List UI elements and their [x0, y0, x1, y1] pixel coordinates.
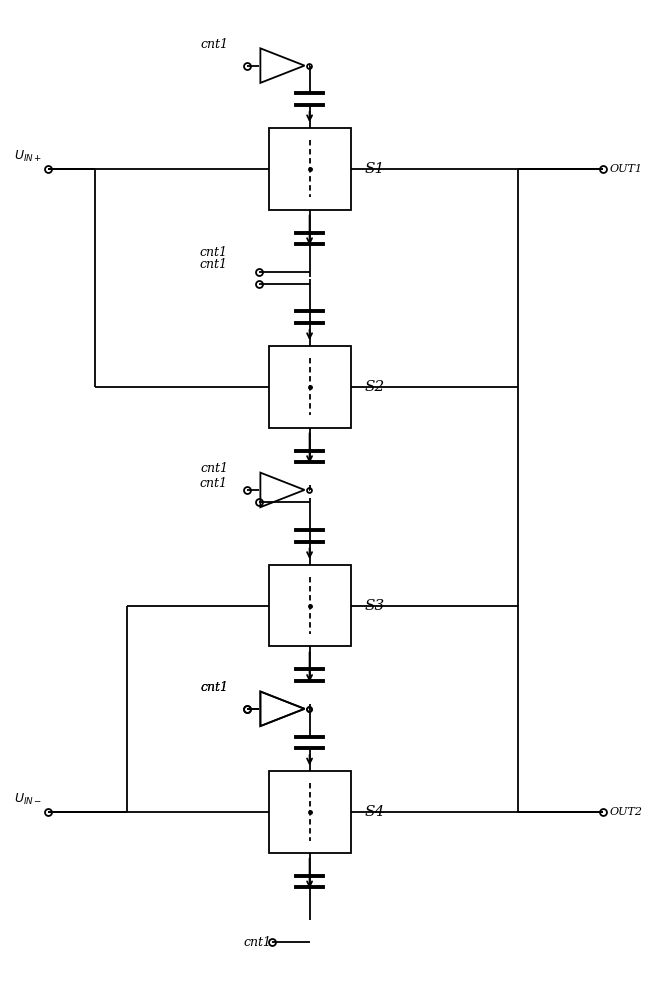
- Text: OUT1: OUT1: [609, 164, 642, 174]
- Text: S1: S1: [365, 162, 385, 176]
- Text: cnt1: cnt1: [200, 462, 229, 475]
- Text: cnt1: cnt1: [200, 681, 229, 694]
- Text: S2: S2: [365, 380, 385, 394]
- Text: OUT2: OUT2: [609, 807, 642, 817]
- Text: cnt1: cnt1: [199, 477, 227, 490]
- Text: cnt1: cnt1: [199, 258, 227, 271]
- Text: cnt1: cnt1: [243, 936, 271, 949]
- Text: cnt1: cnt1: [200, 681, 229, 694]
- Text: $U_{IN-}$: $U_{IN-}$: [14, 792, 43, 807]
- Bar: [269, 565, 351, 646]
- Text: $U_{IN+}$: $U_{IN+}$: [14, 149, 43, 164]
- Bar: [269, 346, 351, 428]
- Text: S3: S3: [365, 599, 385, 613]
- Bar: [269, 128, 351, 210]
- Text: cnt1: cnt1: [199, 246, 227, 259]
- Bar: [269, 771, 351, 853]
- Text: S4: S4: [365, 805, 385, 819]
- Text: cnt1: cnt1: [200, 38, 229, 51]
